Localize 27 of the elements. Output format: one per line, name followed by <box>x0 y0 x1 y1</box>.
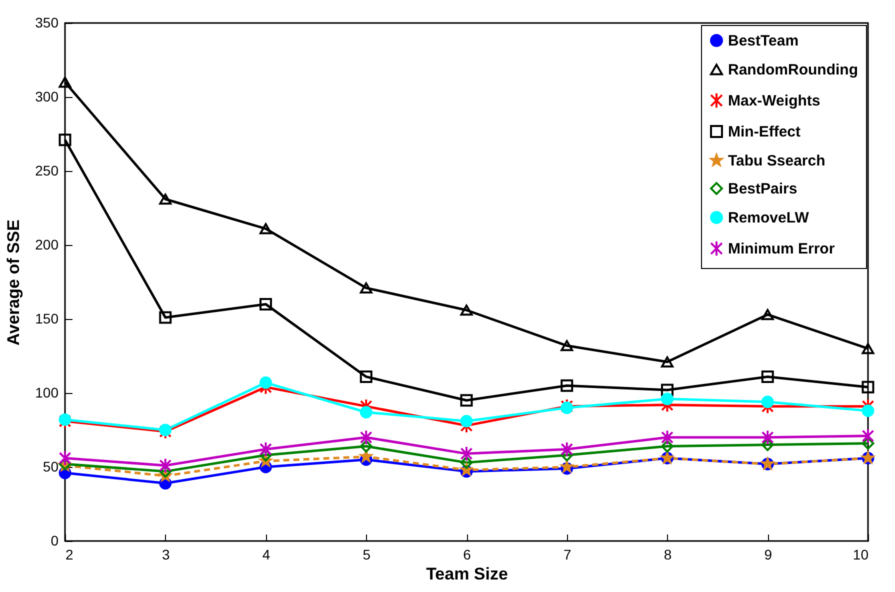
y-tick-label: 50 <box>42 458 59 474</box>
legend-label: BestTeam <box>728 32 799 50</box>
x-axis-title: Team Size <box>426 564 508 584</box>
legend-label: RemoveLW <box>728 210 810 226</box>
y-tick-label: 200 <box>35 236 59 252</box>
legend-label: Max-Weights <box>728 92 820 110</box>
legend-label: Min-Effect <box>728 124 800 140</box>
x-tick-label: 10 <box>852 546 869 562</box>
y-tick-label: 250 <box>35 162 59 178</box>
y-tick-label: 100 <box>35 384 59 400</box>
x-tick-label: 5 <box>362 546 371 562</box>
legend-label: Tabu Ssearch <box>728 152 826 170</box>
legend-label: Minimum Error <box>728 240 835 258</box>
x-tick-label: 2 <box>66 546 74 562</box>
x-tick-label: 3 <box>162 546 170 562</box>
x-tick-label: 7 <box>563 546 572 562</box>
x-tick-label: 9 <box>764 546 772 562</box>
legend-label: RandomRounding <box>728 62 858 78</box>
y-tick-label: 0 <box>50 532 59 548</box>
x-tick-label: 4 <box>262 546 270 562</box>
legend-label: BestPairs <box>728 180 798 198</box>
y-tick-label: 350 <box>35 14 59 30</box>
x-tick-label: 6 <box>463 546 472 562</box>
y-axis-title: Average of SSE <box>4 220 24 346</box>
y-tick-label: 300 <box>35 88 59 104</box>
y-tick-label: 150 <box>35 310 59 326</box>
x-tick-label: 8 <box>664 546 672 562</box>
